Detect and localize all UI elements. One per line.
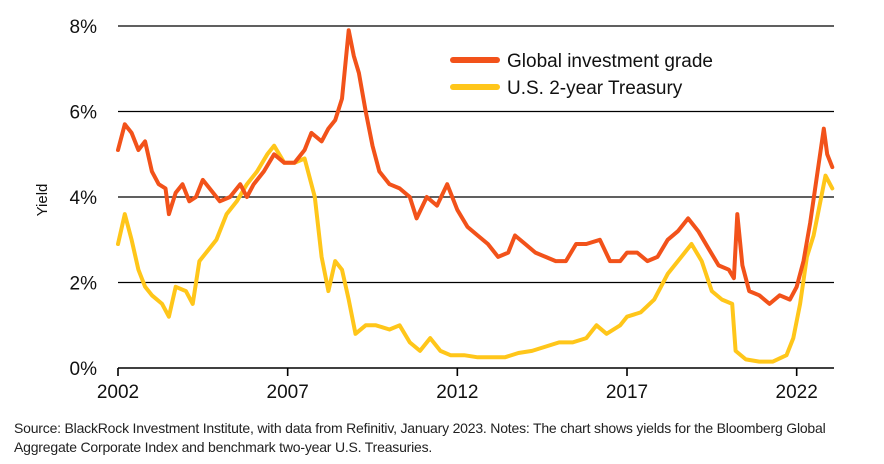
x-tick-label: 2012	[436, 382, 478, 403]
y-tick-label: 0%	[70, 359, 98, 380]
legend-label: Global investment grade	[507, 51, 713, 72]
y-tick-label: 8%	[70, 17, 98, 38]
series-line-us-2y	[116, 143, 835, 364]
series-line-global-ig	[116, 28, 835, 306]
x-tick-label: 2017	[606, 382, 648, 403]
y-tick-label: 2%	[70, 274, 98, 295]
y-tick-label: 6%	[70, 103, 98, 124]
y-tick-label: 4%	[70, 188, 98, 209]
chart: 0% 2% 4% 6% 8% 2002 2007 2012 2017 2022 Yield Glo…	[34, 17, 835, 403]
x-tick-label: 2022	[776, 382, 818, 403]
legend: Global investment grade U.S. 2-year Treas…	[450, 51, 713, 99]
axes: 0% 2% 4% 6% 8% 2002 2007 2012 2017 2022	[70, 17, 834, 403]
y-axis-label: Yield	[34, 184, 51, 217]
x-tick-label: 2002	[97, 382, 139, 403]
x-tick-label: 2007	[267, 382, 309, 403]
series-lines	[116, 28, 835, 364]
source-footnote: Source: BlackRock Investment Institute, …	[14, 420, 826, 455]
gridlines	[118, 25, 834, 284]
legend-label: U.S. 2-year Treasury	[507, 78, 683, 99]
